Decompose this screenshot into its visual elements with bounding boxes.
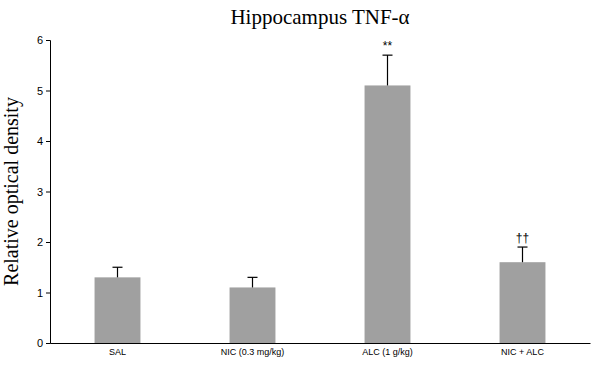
y-tick-label: 4 (37, 135, 43, 147)
error-bar-stem (522, 247, 523, 262)
y-axis: 0 1 2 3 4 5 6 (37, 34, 51, 349)
x-tick-label: NIC + ALC (501, 347, 544, 357)
error-bar (248, 277, 258, 287)
error-bar (383, 55, 393, 85)
x-tick-label: ALC (1 g/kg) (362, 347, 413, 357)
x-tick: NIC + ALC (501, 347, 544, 357)
y-axis-line (46, 41, 51, 344)
y-axis-title: Relative optical density (0, 97, 23, 286)
y-tick-mark (46, 141, 50, 142)
y-tick-label: 5 (37, 85, 43, 97)
x-tick: SAL (109, 347, 126, 357)
x-axis: SAL NIC (0.3 mg/kg) ALC (1 g/kg) NIC + ALC (51, 344, 591, 358)
y-tick-mark (46, 91, 50, 92)
y-tick-mark (46, 343, 50, 344)
y-tick-mark (46, 192, 50, 193)
y-tick: 4 (37, 135, 50, 147)
y-tick: 6 (37, 34, 50, 46)
y-tick: 3 (37, 186, 50, 198)
x-tick-label: NIC (0.3 mg/kg) (221, 347, 285, 357)
chart: ** †† 0 1 2 3 4 5 6 SAL NIC (0.3 mg/kg) ALC (1 g/kg… (0, 0, 600, 365)
error-bar-stem (117, 267, 118, 277)
error-bar-cap (383, 55, 393, 56)
marks (95, 55, 546, 343)
error-bar-cap (518, 246, 528, 247)
annotation: ** (383, 39, 393, 53)
y-tick-mark (46, 40, 50, 41)
x-tick: NIC (0.3 mg/kg) (221, 347, 285, 357)
error-bar (518, 247, 528, 262)
error-bar-cap (113, 267, 123, 268)
y-tick: 1 (37, 287, 50, 299)
error-bar (113, 267, 123, 277)
x-tick: ALC (1 g/kg) (362, 347, 413, 357)
title: Hippocampus TNF-α (230, 5, 409, 29)
y-tick: 2 (37, 236, 50, 248)
bar (500, 262, 546, 343)
y-tick-label: 1 (37, 287, 43, 299)
y-tick-label: 6 (37, 34, 43, 46)
y-tick: 0 (37, 337, 50, 349)
y-tick-label: 2 (37, 236, 43, 248)
bar (230, 287, 276, 343)
error-bar-cap (248, 277, 258, 278)
error-bar-stem (387, 55, 388, 85)
bar (365, 85, 411, 343)
bar (95, 277, 141, 343)
x-axis-line (51, 343, 591, 344)
plot: ** †† 0 1 2 3 4 5 6 SAL NIC (0.3 mg/kg) ALC (1 g/kg… (37, 34, 591, 357)
y-tick-label: 0 (37, 337, 43, 349)
y-tick-label: 3 (37, 186, 43, 198)
error-bar-stem (252, 277, 253, 287)
y-tick-mark (46, 293, 50, 294)
y-tick: 5 (37, 85, 50, 97)
annotation: †† (516, 231, 529, 245)
y-tick-mark (46, 242, 50, 243)
x-tick-label: SAL (109, 347, 126, 357)
